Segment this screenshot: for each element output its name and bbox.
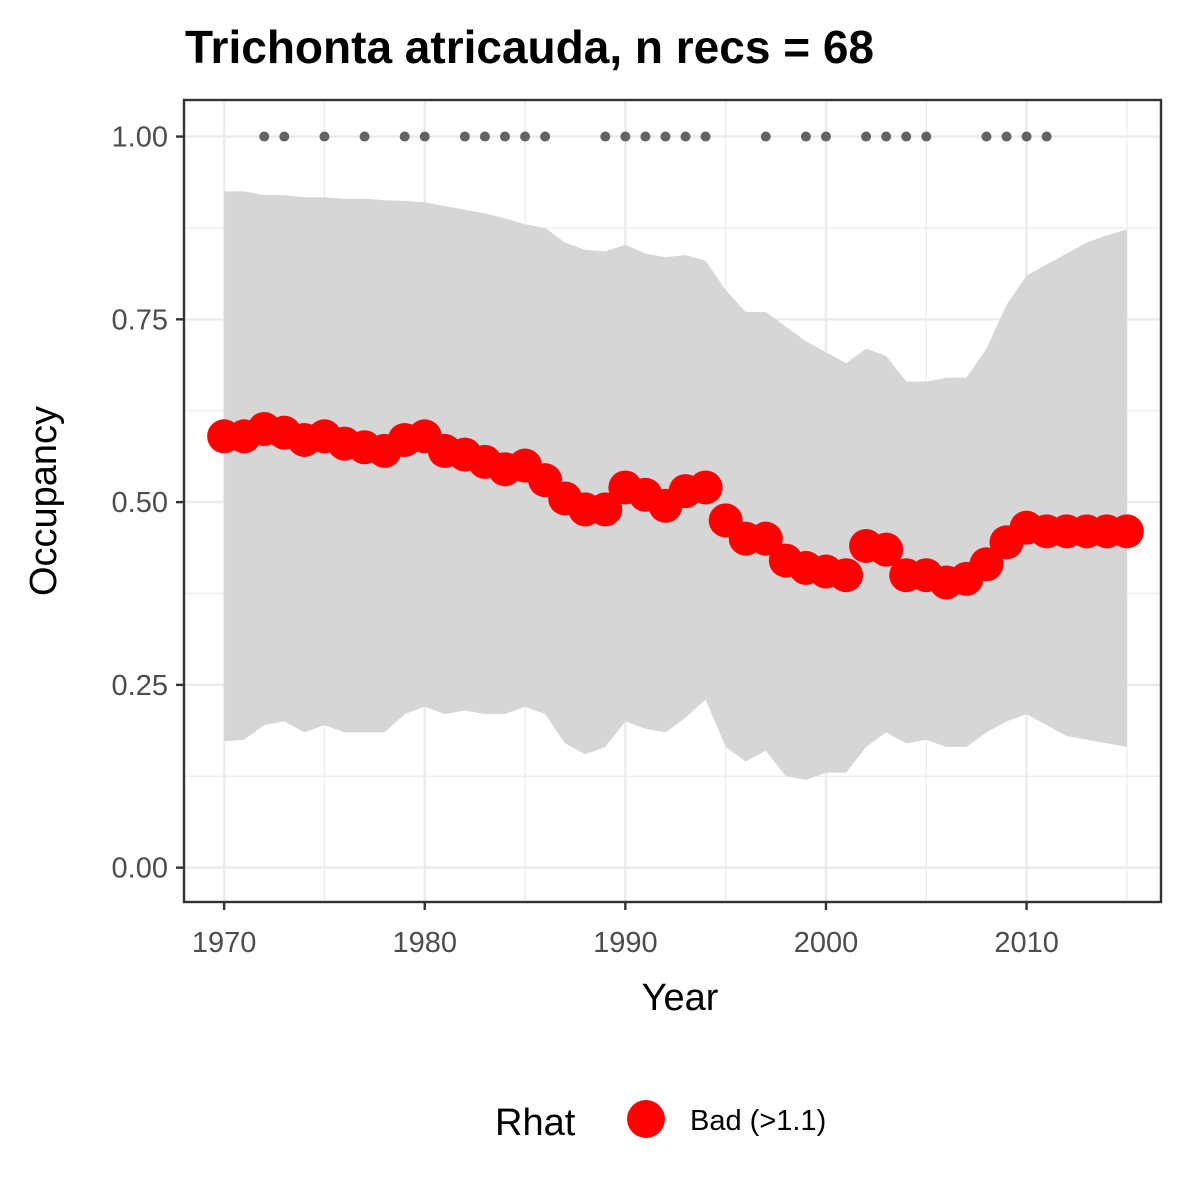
record-point	[399, 131, 410, 142]
x-axis: 1970 1980 1990 2000 2010	[192, 902, 1059, 959]
record-point	[419, 131, 430, 142]
data-point	[688, 470, 723, 505]
data-point	[748, 521, 783, 556]
record-point	[620, 131, 631, 142]
data-point	[969, 547, 1004, 582]
record-point	[921, 131, 932, 142]
record-point	[760, 131, 771, 142]
record-point	[881, 131, 892, 142]
record-point	[499, 131, 510, 142]
y-tick-label: 0.00	[112, 853, 168, 885]
legend-label-bad-rhat: Bad (>1.1)	[690, 1105, 826, 1137]
record-point	[479, 131, 490, 142]
y-tick-label: 0.50	[112, 487, 168, 519]
record-point	[1041, 131, 1052, 142]
record-point	[981, 131, 992, 142]
record-point	[800, 131, 811, 142]
y-axis: 0.00 0.25 0.50 0.75 1.00	[112, 122, 184, 885]
x-tick-label: 1980	[392, 927, 457, 959]
data-point	[588, 492, 623, 527]
record-point	[700, 131, 711, 142]
record-point	[680, 131, 691, 142]
record-point	[279, 131, 290, 142]
chart-title: Trichonta atricauda, n recs = 68	[185, 21, 874, 73]
data-point	[869, 532, 904, 567]
record-point	[820, 131, 831, 142]
legend-title: Rhat	[495, 1102, 576, 1144]
plot-panel	[182, 98, 1163, 904]
x-tick-label: 2000	[794, 927, 859, 959]
record-point	[1021, 131, 1032, 142]
record-point	[600, 131, 611, 142]
y-tick-label: 0.25	[112, 670, 168, 702]
occupancy-points	[207, 411, 1144, 600]
data-point	[1109, 514, 1144, 549]
record-point	[660, 131, 671, 142]
record-point	[1001, 131, 1012, 142]
record-point	[259, 131, 270, 142]
record-point	[640, 131, 651, 142]
y-tick-label: 1.00	[112, 122, 168, 154]
record-point	[901, 131, 912, 142]
y-tick-label: 0.75	[112, 304, 168, 336]
x-tick-label: 1990	[593, 927, 658, 959]
record-point	[540, 131, 551, 142]
record-point	[520, 131, 531, 142]
y-axis-title: Occupancy	[23, 406, 65, 596]
record-markers	[259, 131, 1052, 142]
legend-key-bad-rhat	[627, 1100, 665, 1138]
legend: Rhat Bad (>1.1)	[495, 1100, 826, 1144]
record-point	[459, 131, 470, 142]
data-point	[829, 558, 864, 593]
x-tick-label: 1970	[192, 927, 257, 959]
record-point	[359, 131, 370, 142]
x-axis-title: Year	[642, 977, 719, 1019]
record-point	[861, 131, 872, 142]
record-point	[319, 131, 330, 142]
x-tick-label: 2010	[994, 927, 1059, 959]
